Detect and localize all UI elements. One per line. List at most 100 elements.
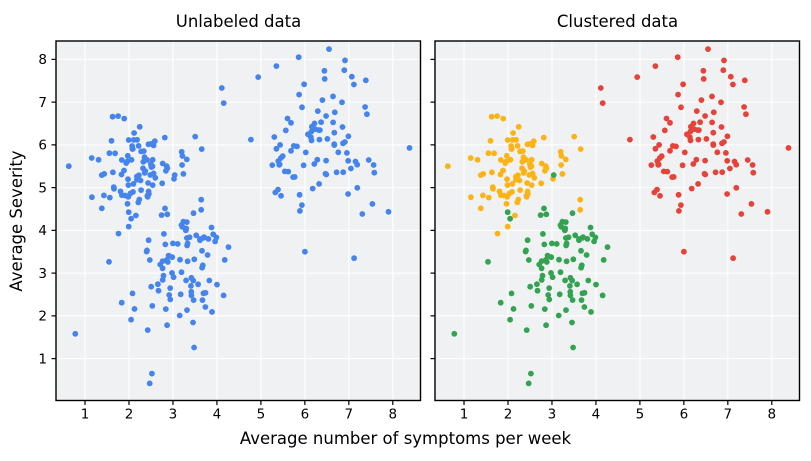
data-point — [705, 46, 711, 52]
data-point — [321, 67, 328, 74]
data-point — [491, 150, 497, 157]
data-point — [567, 288, 574, 295]
data-point — [178, 148, 185, 155]
data-point — [198, 146, 205, 153]
data-point — [118, 299, 125, 306]
data-point — [109, 113, 116, 120]
data-point — [144, 157, 151, 163]
data-point — [562, 156, 569, 163]
data-point — [693, 156, 700, 163]
data-point — [146, 257, 153, 263]
data-point — [202, 289, 209, 296]
y-tick-label: 5 — [38, 180, 47, 196]
data-point — [557, 222, 564, 229]
data-point — [121, 167, 127, 174]
data-point — [509, 189, 515, 195]
data-point — [159, 180, 166, 187]
data-point — [130, 189, 136, 195]
x-tick-label: 7 — [345, 407, 354, 423]
data-point — [312, 126, 319, 132]
data-point — [678, 104, 684, 111]
data-point — [125, 223, 132, 230]
data-point — [98, 205, 105, 212]
data-point — [208, 224, 215, 231]
data-point — [184, 242, 191, 249]
data-point — [497, 157, 504, 163]
data-point — [177, 291, 184, 298]
data-point — [136, 196, 143, 203]
data-point — [525, 191, 531, 197]
data-point — [134, 136, 141, 143]
data-point — [183, 156, 190, 163]
data-point — [210, 231, 217, 238]
data-point — [489, 169, 495, 176]
data-point — [164, 322, 171, 329]
data-point — [330, 93, 336, 100]
data-point — [656, 155, 663, 162]
data-point — [569, 319, 575, 326]
data-point — [302, 149, 309, 156]
data-point — [165, 252, 172, 259]
data-point — [125, 176, 131, 183]
data-point — [529, 170, 536, 177]
data-point — [335, 149, 342, 156]
data-point — [164, 211, 171, 218]
data-point — [299, 104, 305, 111]
data-point — [128, 215, 135, 222]
data-point — [542, 163, 549, 170]
data-point — [702, 157, 708, 164]
data-point — [167, 296, 174, 303]
y-axis-label: Average Severity — [7, 150, 26, 292]
data-point — [112, 150, 118, 157]
data-point — [675, 91, 681, 98]
data-point — [521, 168, 528, 175]
data-point — [271, 134, 278, 140]
data-point — [180, 171, 187, 177]
data-point — [504, 223, 511, 230]
data-point — [369, 201, 376, 207]
data-point — [277, 142, 283, 148]
data-point — [451, 330, 458, 337]
data-point — [155, 281, 161, 288]
data-point — [273, 63, 280, 69]
data-point — [545, 292, 552, 298]
x-tick-label: 2 — [125, 407, 134, 423]
data-point — [703, 136, 710, 142]
x-tick-label: 3 — [548, 407, 557, 423]
data-point — [444, 163, 451, 170]
data-point — [578, 297, 585, 303]
data-point — [184, 258, 191, 265]
data-point — [174, 241, 181, 247]
data-point — [669, 174, 675, 181]
data-point — [656, 142, 662, 148]
data-point — [124, 152, 131, 159]
data-point — [269, 162, 276, 169]
data-point — [314, 156, 321, 163]
data-point — [563, 258, 570, 265]
data-point — [364, 111, 370, 118]
data-point — [321, 76, 328, 82]
data-point — [562, 225, 569, 232]
data-point — [538, 277, 545, 283]
data-point — [693, 108, 700, 114]
data-point — [188, 283, 194, 289]
data-point — [204, 252, 211, 258]
data-point — [192, 133, 199, 140]
data-point — [295, 54, 302, 61]
data-point — [162, 241, 169, 248]
data-point — [712, 169, 719, 176]
data-point — [581, 304, 588, 310]
data-point — [515, 196, 522, 203]
data-point — [288, 147, 294, 154]
data-point — [183, 277, 190, 284]
data-point — [288, 119, 294, 126]
data-point — [709, 119, 715, 126]
data-point — [743, 111, 749, 118]
data-point — [477, 172, 484, 179]
data-point — [359, 211, 366, 217]
axes-border — [434, 40, 801, 402]
data-point — [178, 269, 185, 276]
data-point — [680, 81, 686, 88]
data-point — [124, 200, 131, 207]
